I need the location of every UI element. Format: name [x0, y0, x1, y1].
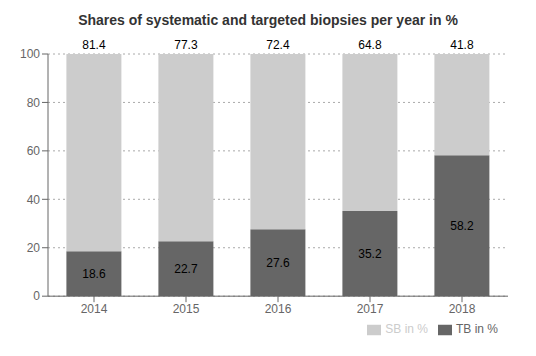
html-text:SB in %: SB in % — [385, 322, 428, 337]
svg-text:35.2: 35.2 — [358, 247, 382, 261]
svg-text:81.4: 81.4 — [82, 38, 106, 52]
svg-text:80: 80 — [27, 96, 41, 110]
svg-text:27.6: 27.6 — [266, 256, 290, 270]
html-text:Shares of systematic and targe: Shares of systematic and targeted biopsi… — [78, 12, 458, 28]
svg-text:2015: 2015 — [173, 302, 200, 316]
html-text:TB in %: TB in % — [456, 322, 498, 337]
svg-text:0: 0 — [33, 289, 40, 303]
svg-text:2014: 2014 — [81, 302, 108, 316]
svg-text:2017: 2017 — [357, 302, 384, 316]
svg-text:22.7: 22.7 — [174, 262, 198, 276]
svg-text:41.8: 41.8 — [450, 38, 474, 52]
svg-text:40: 40 — [27, 193, 41, 207]
svg-text:18.6: 18.6 — [82, 267, 106, 281]
svg-text:72.4: 72.4 — [266, 38, 290, 52]
svg-text:2016: 2016 — [265, 302, 292, 316]
svg-text:58.2: 58.2 — [450, 219, 474, 233]
svg-text:20: 20 — [27, 241, 41, 255]
svg-text:77.3: 77.3 — [174, 38, 198, 52]
svg-text:64.8: 64.8 — [358, 38, 382, 52]
svg-text:100: 100 — [20, 47, 40, 61]
svg-text:2018: 2018 — [449, 302, 476, 316]
svg-text:60: 60 — [27, 144, 41, 158]
